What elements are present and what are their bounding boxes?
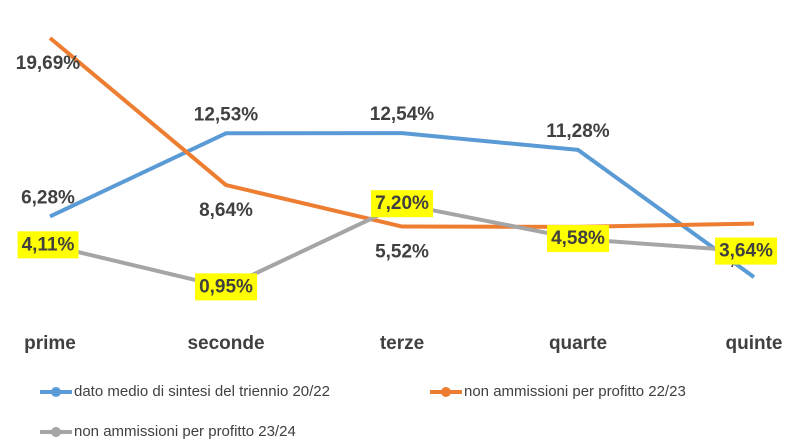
label-highlight <box>17 231 79 259</box>
label-highlight <box>195 273 258 301</box>
legend-marker <box>441 387 451 397</box>
legend-label: dato medio di sintesi del triennio 20/22 <box>74 383 330 400</box>
series-line <box>48 36 755 229</box>
x-tick-label: quarte <box>549 333 607 354</box>
data-label: 5,52% <box>375 242 429 263</box>
data-label: 4,58% <box>551 228 605 249</box>
label-highlight <box>715 237 778 265</box>
data-label: 11,28% <box>546 121 609 142</box>
data-label: 3,64% <box>719 241 773 262</box>
x-tick-label: quinte <box>726 333 783 354</box>
legend-marker <box>51 387 61 397</box>
series-line <box>49 131 756 279</box>
data-label: 19,69% <box>16 53 81 74</box>
label-highlight <box>371 190 434 218</box>
data-label: 4,11% <box>22 234 75 255</box>
x-tick-label: prime <box>24 333 76 354</box>
legend-label: non ammissioni per profitto 22/23 <box>464 383 686 400</box>
data-label: 0,95% <box>199 276 253 297</box>
legend-label: non ammissioni per profitto 23/24 <box>74 423 296 440</box>
data-label: 12,54% <box>370 104 435 125</box>
label-highlight <box>547 225 610 253</box>
data-label: 7,20% <box>375 193 429 214</box>
x-tick-label: seconde <box>187 333 264 354</box>
legend-marker <box>51 427 61 437</box>
data-label: 6,28% <box>21 187 75 208</box>
x-tick-label: terze <box>380 333 424 354</box>
data-label: 12,53% <box>194 104 259 125</box>
data-label: 8,64% <box>199 200 253 221</box>
